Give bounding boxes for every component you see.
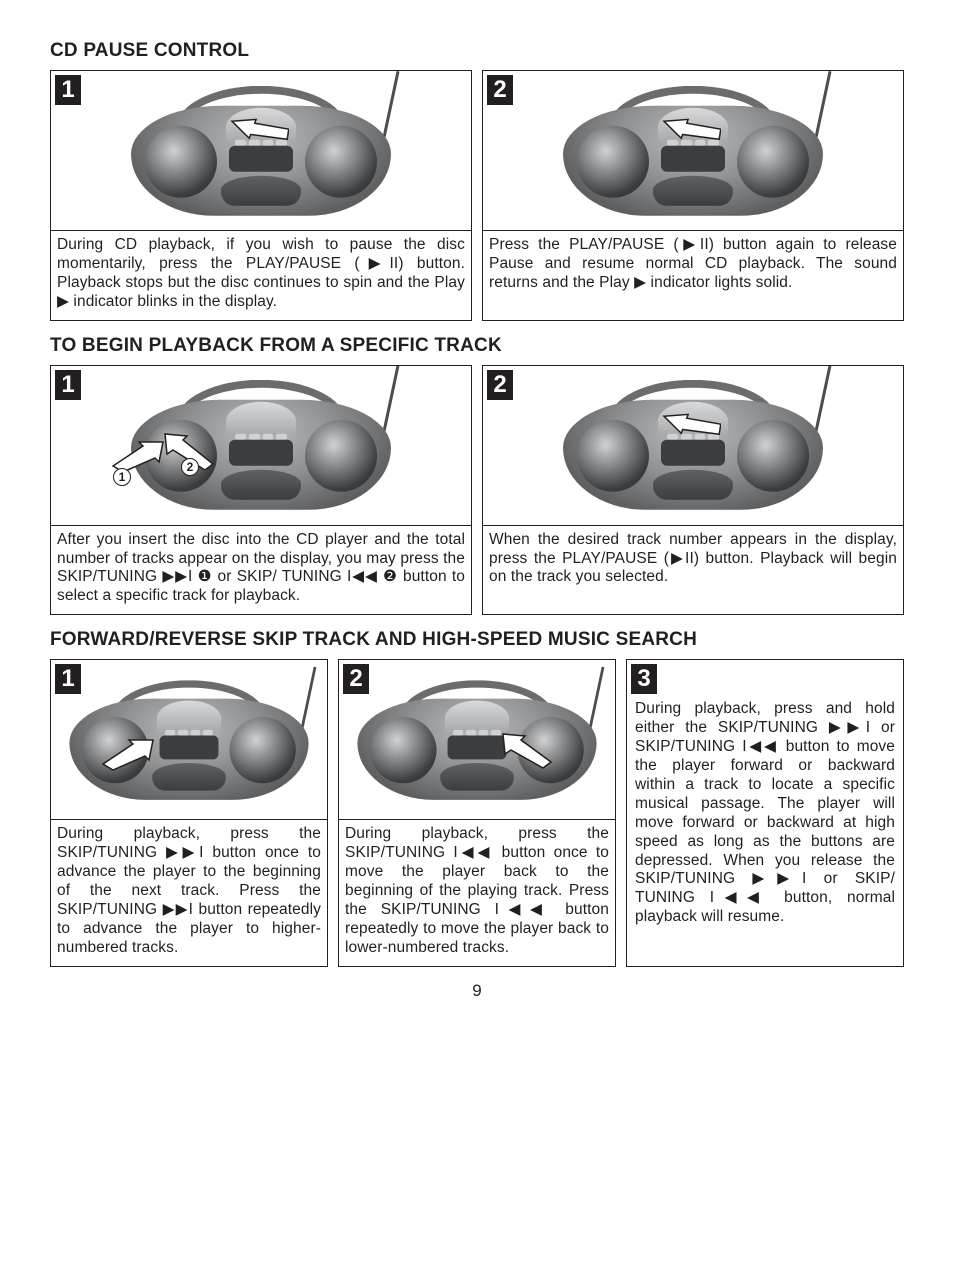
- step-box-2-2: 2 When the desired track number appears …: [482, 365, 904, 616]
- step-illustration: [483, 366, 903, 526]
- step-number: 1: [55, 75, 81, 105]
- pointer-arrow: [661, 117, 721, 147]
- pointer-arrow: [99, 736, 155, 772]
- boombox-illustration: [131, 83, 391, 223]
- step-box-3-2: 2 During playback, press the SKIP/TUNING…: [338, 659, 616, 966]
- page-number: 9: [50, 981, 904, 1001]
- step-number: 1: [55, 370, 81, 400]
- step-illustration: [339, 660, 615, 820]
- boombox-illustration: [563, 378, 823, 518]
- step-box-1-2: 2 Press the PLAY/PAUSE (▶II) button agai…: [482, 70, 904, 321]
- step-box-3-3: 3 During playback, press and hold either…: [626, 659, 904, 966]
- step-number: 3: [631, 664, 657, 694]
- callout-label-1: 1: [113, 468, 131, 486]
- pointer-arrow: [499, 730, 555, 770]
- step-caption: Press the PLAY/PAUSE (▶II) button again …: [483, 231, 903, 301]
- step-caption: During playback, press the SKIP/TUNING ▶…: [51, 820, 327, 965]
- boombox-illustration: [357, 678, 596, 807]
- row-pause: 1 During CD playback, if you wish to pau…: [50, 70, 904, 321]
- step-caption: During playback, press and hold either t…: [627, 660, 903, 935]
- step-number: 1: [55, 664, 81, 694]
- step-caption: During CD playback, if you wish to pause…: [51, 231, 471, 320]
- step-illustration: [483, 71, 903, 231]
- section-heading-skip-search: FORWARD/REVERSE SKIP TRACK AND HIGH-SPEE…: [50, 629, 904, 651]
- step-illustration: 1 2: [51, 366, 471, 526]
- step-caption: When the desired track number appears in…: [483, 526, 903, 596]
- pointer-arrow: [661, 412, 721, 442]
- step-box-1-1: 1 During CD playback, if you wish to pau…: [50, 70, 472, 321]
- step-number: 2: [487, 75, 513, 105]
- step-illustration: [51, 660, 327, 820]
- boombox-illustration: [563, 83, 823, 223]
- pointer-arrow: [229, 117, 289, 147]
- step-number: 2: [487, 370, 513, 400]
- step-box-3-1: 1 During playback, press the SKIP/TUNING…: [50, 659, 328, 966]
- callout-label-2: 2: [181, 458, 199, 476]
- step-caption: During playback, press the SKIP/TUNING I…: [339, 820, 615, 965]
- section-heading-specific-track: TO BEGIN PLAYBACK FROM A SPECIFIC TRACK: [50, 335, 904, 357]
- step-caption: After you insert the disc into the CD pl…: [51, 526, 471, 615]
- row-skip-search: 1 During playback, press the SKIP/TUNING…: [50, 659, 904, 966]
- step-box-2-1: 1 1 2 After you insert the disc i: [50, 365, 472, 616]
- row-specific-track: 1 1 2 After you insert the disc i: [50, 365, 904, 616]
- step-illustration: [51, 71, 471, 231]
- section-heading-pause: CD PAUSE CONTROL: [50, 40, 904, 62]
- step-number: 2: [343, 664, 369, 694]
